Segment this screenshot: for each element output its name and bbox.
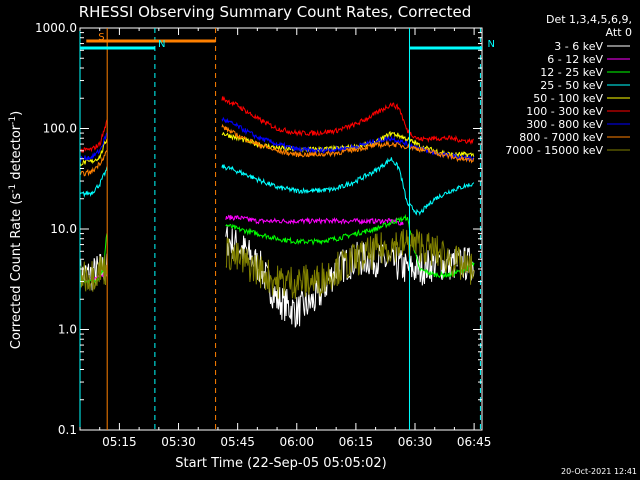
flag-bars: SN N — [80, 32, 495, 50]
series-line-6-12-kev-part-2 — [225, 214, 404, 226]
flag-label-n-3: N — [487, 39, 494, 50]
legend-item-50-100-kev: 50 - 100 keV — [533, 92, 630, 105]
series-line-100-300-kev-part-1 — [79, 119, 108, 154]
series-300-800-kev — [79, 116, 475, 163]
series-line-50-100-kev-part-2 — [221, 130, 475, 159]
timestamp: 20-Oct-2021 12:41 — [561, 467, 637, 476]
series-25-50-kev — [79, 157, 475, 217]
x-axis-ticks: 05:15 05:30 05:45 06:00 06:15 06:30 06:45 — [79, 28, 492, 449]
series-800-7000-kev — [79, 123, 475, 177]
legend-header-detectors: Det 1,3,4,5,6,9, — [546, 13, 632, 26]
series-line-100-300-kev-part-2 — [221, 95, 474, 146]
series-line-800-7000-kev-part-1 — [79, 150, 108, 177]
legend-label-7000-15000-kev: 7000 - 15000 keV — [505, 144, 603, 157]
legend-item-6-12-kev: 6 - 12 keV — [547, 53, 630, 66]
legend-item-25-50-kev: 25 - 50 keV — [540, 79, 630, 92]
y-axis-label-end: ) — [9, 111, 24, 116]
y-tick-label-1-0: 1.0 — [58, 323, 77, 337]
legend-item-300-800-kev: 300 - 800 keV — [526, 118, 630, 131]
legend-label-12-25-kev: 12 - 25 keV — [540, 66, 603, 79]
legend-item-7000-15000-kev: 7000 - 15000 keV — [505, 144, 630, 157]
flag-label-n-2: N — [158, 39, 165, 50]
series-line-50-100-kev-part-1 — [79, 138, 108, 167]
y-axis-label: Corrected Count Rate (s-1 detector-1) — [8, 111, 24, 349]
series-line-800-7000-kev-part-2 — [221, 123, 475, 164]
series-7000-15000-kev — [79, 229, 475, 299]
x-tick-label-06-00: 06:00 — [279, 435, 314, 449]
series-50-100-kev — [79, 130, 475, 167]
y-tick-label-0-1: 0.1 — [58, 423, 77, 437]
series-line-25-50-kev-part-1 — [79, 166, 108, 198]
legend-label-50-100-kev: 50 - 100 keV — [533, 92, 603, 105]
y-axis-label-sup1: -1 — [8, 184, 18, 193]
x-tick-label-06-15: 06:15 — [339, 435, 374, 449]
legend-item-800-7000-kev: 800 - 7000 keV — [519, 131, 630, 144]
legend-label-6-12-kev: 6 - 12 keV — [547, 53, 603, 66]
x-tick-label-06-30: 06:30 — [398, 435, 433, 449]
legend-label-800-7000-kev: 800 - 7000 keV — [519, 131, 603, 144]
y-axis-label-main: Corrected Count Rate (s — [9, 193, 24, 350]
y-tick-label-10-0: 10.0 — [50, 222, 77, 236]
x-tick-label-05-30: 05:30 — [161, 435, 196, 449]
x-tick-label-05-15: 05:15 — [102, 435, 137, 449]
legend-item-12-25-kev: 12 - 25 keV — [540, 66, 630, 79]
series-line-7000-15000-kev-part-1 — [79, 255, 108, 292]
y-tick-label-1000-0: 1000.0 — [35, 21, 77, 35]
legend-label-3-6-kev: 3 - 6 keV — [554, 40, 603, 53]
legend-label-100-300-kev: 100 - 300 keV — [526, 105, 603, 118]
series-layer — [79, 95, 475, 328]
chart-title: RHESSI Observing Summary Count Rates, Co… — [79, 3, 472, 21]
series-line-12-25-kev-part-2 — [225, 213, 475, 279]
y-tick-label-100-0: 100.0 — [43, 122, 77, 136]
series-line-7000-15000-kev-part-2 — [225, 229, 475, 299]
y-axis-label-mid: detector — [9, 124, 24, 184]
plot-frame — [79, 27, 483, 431]
y-axis-ticks: 1000.0 100.0 10.0 1.0 0.1 — [35, 21, 482, 437]
legend-item-100-300-kev: 100 - 300 keV — [526, 105, 630, 118]
series-line-300-800-kev-part-1 — [79, 132, 108, 163]
flag-label-s-1: S — [98, 32, 104, 43]
x-tick-label-06-45: 06:45 — [457, 435, 492, 449]
legend-label-25-50-kev: 25 - 50 keV — [540, 79, 603, 92]
series-line-300-800-kev-part-2 — [221, 116, 475, 162]
event-lines — [79, 28, 481, 430]
y-axis-label-sup2: -1 — [8, 116, 18, 125]
legend-header-attenuator: Att 0 — [606, 26, 632, 39]
series-line-25-50-kev-part-2 — [221, 157, 475, 217]
x-tick-label-05-45: 05:45 — [220, 435, 255, 449]
x-axis-label: Start Time (22-Sep-05 05:05:02) — [175, 456, 386, 471]
series-100-300-kev — [79, 95, 474, 154]
legend-label-300-800-kev: 300 - 800 keV — [526, 118, 603, 131]
series-line-3-6-kev-part-2 — [225, 226, 475, 328]
legend-item-3-6-kev: 3 - 6 keV — [554, 40, 630, 53]
